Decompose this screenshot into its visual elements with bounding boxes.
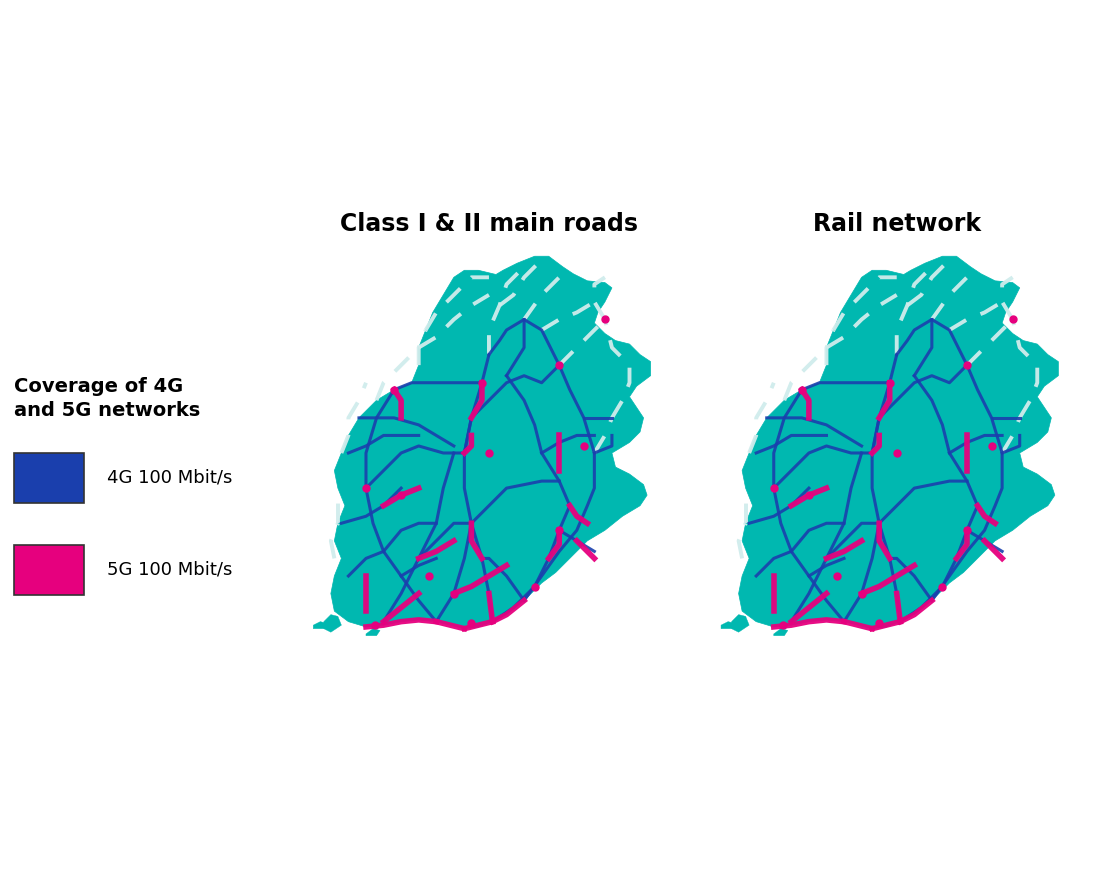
Text: 4G 100 Mbit/s: 4G 100 Mbit/s xyxy=(108,469,233,487)
FancyBboxPatch shape xyxy=(14,453,84,503)
Polygon shape xyxy=(314,622,327,629)
Polygon shape xyxy=(324,615,341,632)
FancyBboxPatch shape xyxy=(14,544,84,595)
Polygon shape xyxy=(738,256,1059,629)
Title: Class I & II main roads: Class I & II main roads xyxy=(340,212,638,236)
Title: Rail network: Rail network xyxy=(813,212,981,236)
Polygon shape xyxy=(732,615,749,632)
Polygon shape xyxy=(331,256,651,629)
Text: 5G 100 Mbit/s: 5G 100 Mbit/s xyxy=(108,561,233,578)
Polygon shape xyxy=(773,629,788,636)
Polygon shape xyxy=(366,629,380,636)
Polygon shape xyxy=(721,622,735,629)
Text: Coverage of 4G
and 5G networks: Coverage of 4G and 5G networks xyxy=(14,377,201,420)
